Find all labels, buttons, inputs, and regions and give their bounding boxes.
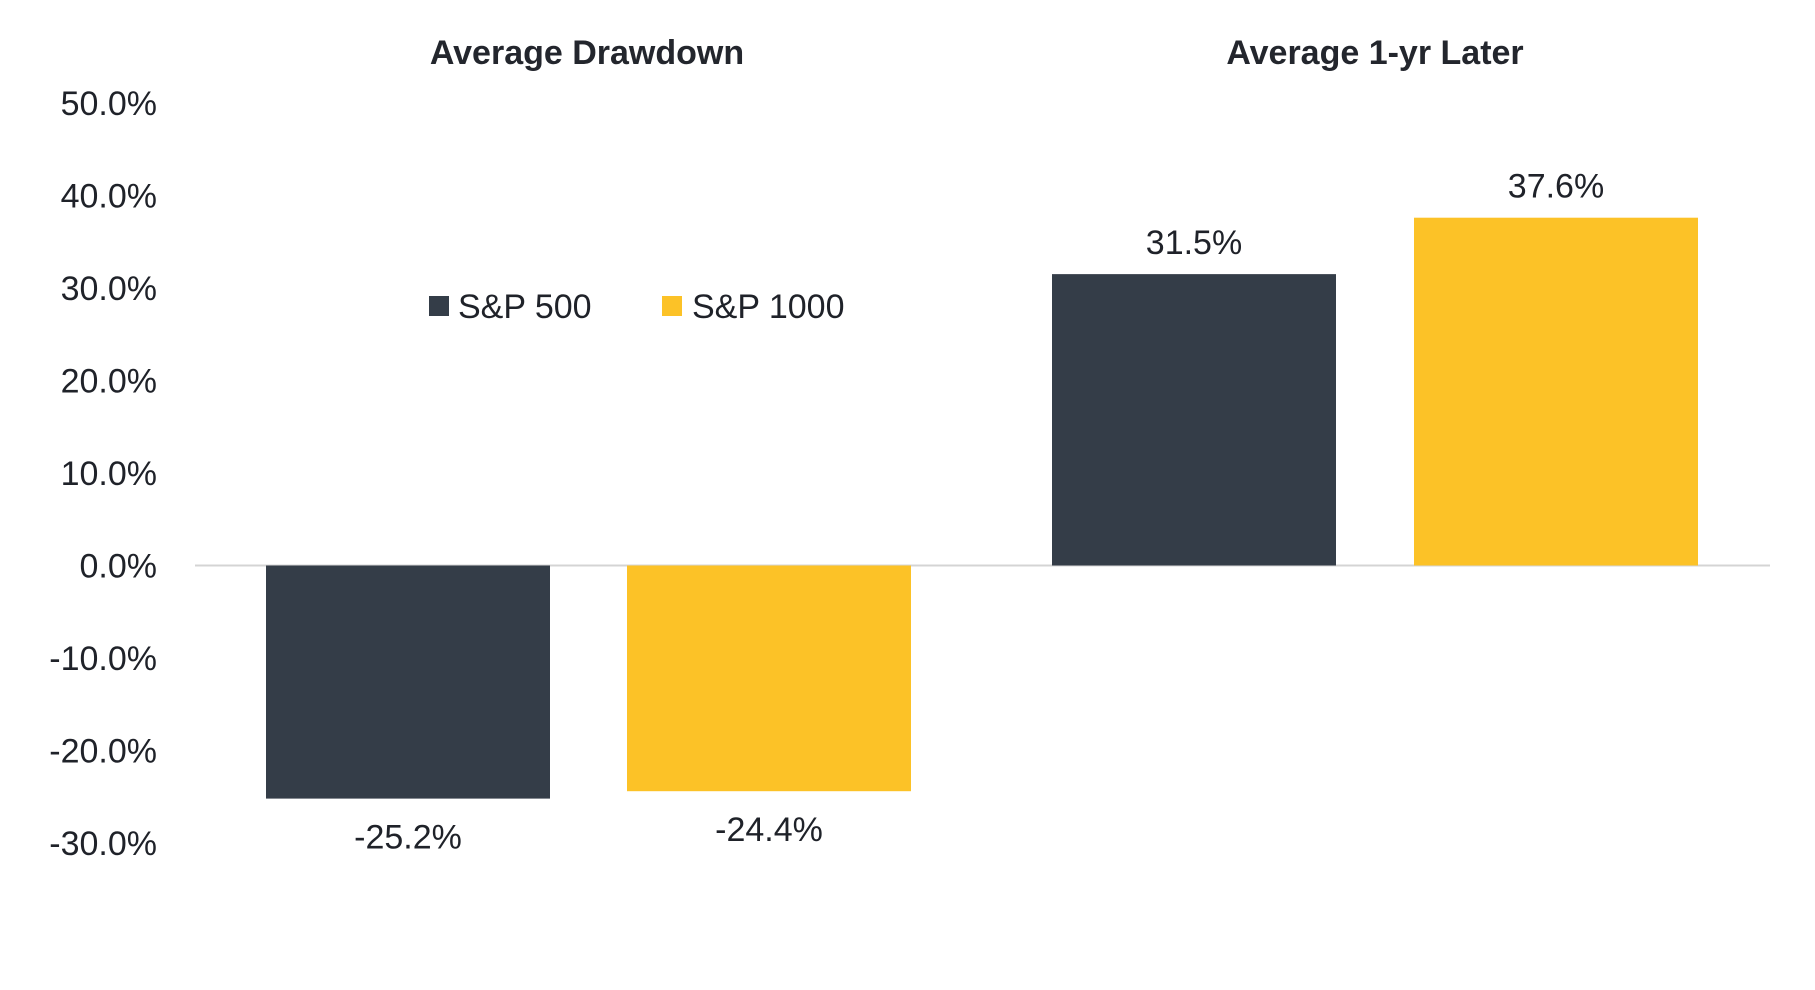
bar-value-label: 31.5% (1146, 224, 1242, 262)
y-tick-label: 20.0% (61, 363, 157, 401)
bar (266, 565, 550, 799)
y-tick-label: 50.0% (61, 85, 157, 123)
y-tick-label: 0.0% (80, 548, 158, 586)
legend-swatch-sp1000 (662, 296, 682, 316)
bar-value-label: -25.2% (354, 819, 462, 857)
bars: -25.2% -24.4% 31.5% 37.6% (266, 168, 1698, 857)
y-tick-label: -30.0% (49, 825, 157, 863)
y-tick-label: 10.0% (61, 455, 157, 493)
legend: S&P 500 S&P 1000 (429, 288, 845, 326)
y-tick-label: -20.0% (49, 733, 157, 771)
bar-value-label: 37.6% (1508, 168, 1604, 206)
bar (1052, 274, 1336, 566)
bar (627, 565, 911, 792)
bar (1414, 217, 1698, 566)
legend-swatch-sp500 (429, 296, 449, 316)
y-tick-label: 30.0% (61, 270, 157, 308)
legend-label-sp1000: S&P 1000 (692, 288, 845, 326)
legend-label-sp500: S&P 500 (458, 288, 592, 326)
group-title-1yr-later: Average 1-yr Later (1226, 34, 1523, 72)
y-tick-label: 40.0% (61, 178, 157, 216)
bar-value-label: -24.4% (715, 811, 823, 849)
group-title-drawdown: Average Drawdown (430, 34, 744, 72)
y-axis: 50.0% 40.0% 30.0% 20.0% 10.0% 0.0% -10.0% -20.0… (49, 85, 157, 863)
group-titles: Average Drawdown Average 1-yr Later (430, 34, 1524, 72)
y-tick-label: -10.0% (49, 640, 157, 678)
